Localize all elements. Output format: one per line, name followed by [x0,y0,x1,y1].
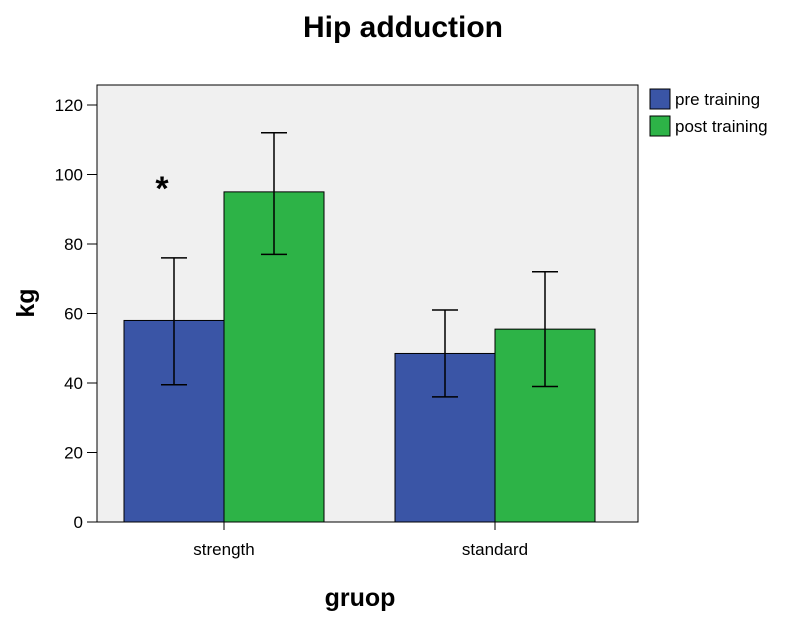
x-tick-label: strength [193,540,254,559]
significance-asterisk: * [155,170,169,208]
x-axis: strength standard [193,522,528,559]
legend-label: post training [675,117,768,136]
y-tick-label: 80 [64,235,83,254]
legend-swatch [649,115,671,137]
x-tick-label: standard [462,540,528,559]
annotations-group: * [155,170,169,208]
y-tick-label: 20 [64,444,83,463]
chart-title: Hip adduction [303,11,503,44]
legend-label: pre training [675,90,760,109]
y-tick-label: 0 [74,513,83,532]
error-bars-group [161,132,558,398]
legend-swatch [649,88,671,110]
y-tick-label: 60 [64,305,83,324]
y-tick-label: 100 [55,166,83,185]
y-tick-label: 40 [64,374,83,393]
y-tick-label: 120 [55,96,83,115]
y-axis: 0 20 40 60 80 100 120 [55,96,97,532]
legend: pre training post training [649,88,768,137]
x-axis-title: gruop [325,584,396,612]
y-axis-title: kg [12,288,40,317]
